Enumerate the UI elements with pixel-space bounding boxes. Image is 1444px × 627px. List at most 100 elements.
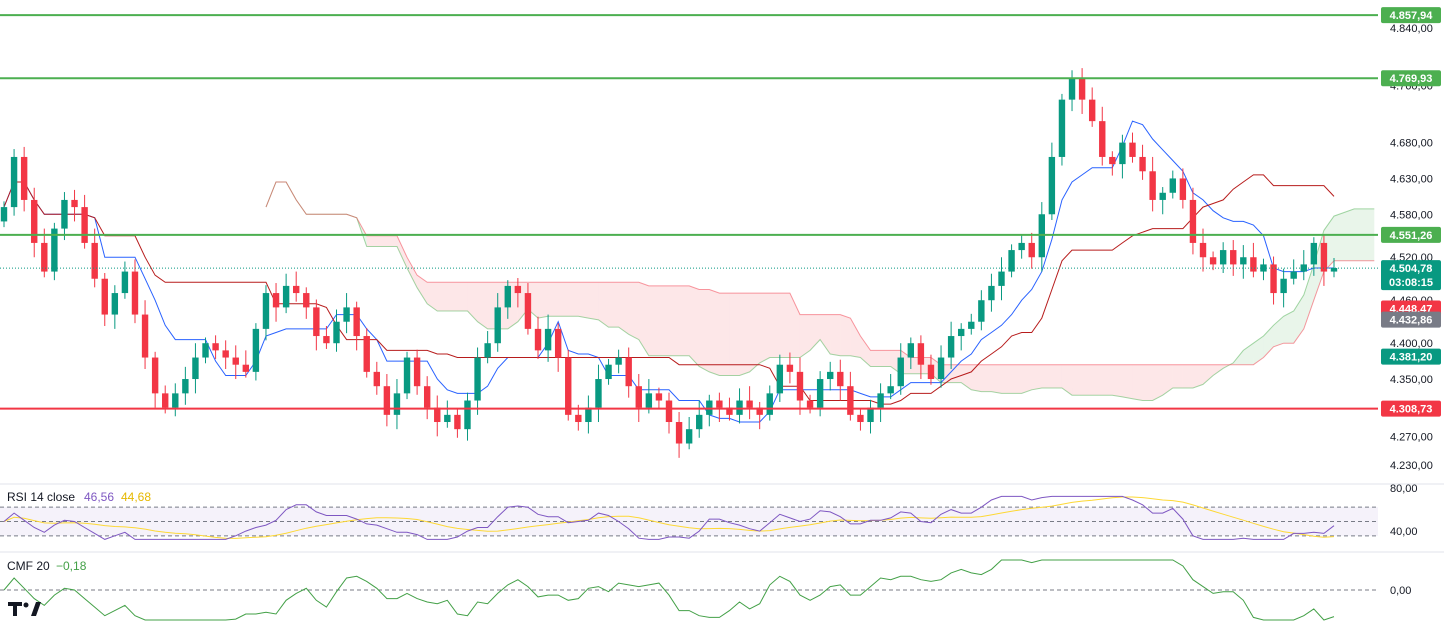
candle-body <box>1240 257 1247 265</box>
candle-body <box>434 407 441 423</box>
candle-body <box>1149 171 1156 200</box>
cloud-segment <box>810 314 821 351</box>
cloud-segment <box>1303 264 1314 329</box>
cmf-pane[interactable]: CMF 20 −0,18 0,00 <box>0 551 1444 621</box>
cloud-segment <box>1334 212 1345 261</box>
candle-body <box>827 371 834 380</box>
cloud-segment <box>618 282 629 335</box>
candle-body <box>685 429 693 444</box>
candle-body <box>373 371 381 387</box>
candle-body <box>504 285 511 308</box>
candle-body <box>51 228 58 272</box>
candle-body <box>444 414 451 423</box>
candle-body <box>413 357 421 387</box>
cloud-segment <box>1051 364 1062 388</box>
price-tick-label: 4.350,00 <box>1390 374 1433 386</box>
cloud-segment <box>417 275 428 304</box>
cloud-segment <box>558 282 569 317</box>
cloud-segment <box>628 282 639 340</box>
cloud-segment <box>1162 364 1173 396</box>
rsi-pane[interactable]: RSI 14 close 46,56 44,68 80,00 40,00 <box>0 483 1444 540</box>
candle-body <box>151 357 159 394</box>
candle-body <box>292 285 300 294</box>
countdown-label: 03:08:15 <box>1389 277 1433 289</box>
candle-body <box>232 357 239 365</box>
candles <box>0 68 1338 458</box>
candle-body <box>877 393 884 408</box>
cloud-segment <box>568 282 579 317</box>
rsi-ma-value: 44,68 <box>121 490 151 504</box>
cloud-segment <box>1263 325 1274 358</box>
cloud-segment <box>981 364 992 392</box>
candle-body <box>494 307 501 344</box>
candle-body <box>534 328 542 351</box>
tradingview-logo-icon[interactable] <box>8 600 42 618</box>
candle-body <box>0 207 8 222</box>
cloud-segment <box>366 235 377 247</box>
candle-body <box>816 379 824 408</box>
candle-body <box>1219 250 1227 265</box>
candle-body <box>222 350 229 358</box>
candle-body <box>837 371 844 387</box>
candle-body <box>303 293 310 308</box>
candle-body <box>937 357 945 380</box>
cloud-segment <box>1273 316 1284 347</box>
candle-body <box>1028 242 1035 258</box>
rsi-tick-label: 80,00 <box>1390 483 1418 495</box>
candle-body <box>1300 264 1307 272</box>
candle-body <box>907 343 915 358</box>
cmf-line <box>3 559 1335 621</box>
price-tick-label: 4.840,00 <box>1390 23 1433 35</box>
cloud-segment <box>578 282 589 319</box>
rsi-value: 46,56 <box>84 490 114 504</box>
candle-body <box>474 357 481 401</box>
cloud-segment <box>638 282 649 356</box>
cloud-segment <box>407 257 418 288</box>
price-tag <box>1381 260 1441 291</box>
price-tag-label: 4.432,86 <box>1390 315 1433 327</box>
candle-body <box>514 285 522 294</box>
candle-body <box>625 357 632 387</box>
cloud-segment <box>1112 364 1123 397</box>
cloud-segment <box>608 282 619 328</box>
cloud-segment <box>830 314 841 356</box>
price-tag <box>1381 311 1441 328</box>
candle-body <box>31 199 38 243</box>
cloud-segment <box>870 350 881 367</box>
cloud-segment <box>1021 364 1032 394</box>
cloud-segment <box>799 314 811 358</box>
candle-body <box>544 328 552 351</box>
price-tick-label: 4.680,00 <box>1390 138 1433 150</box>
candle-body <box>313 307 320 337</box>
candle-body <box>393 393 401 415</box>
cloud-segment <box>1152 364 1163 401</box>
candle-body <box>887 386 894 394</box>
cloud-segment <box>1122 364 1133 399</box>
candle-body <box>1179 178 1187 200</box>
cloud-segment <box>1041 364 1052 388</box>
horizontal-levels[interactable] <box>0 14 1378 410</box>
cloud-segment <box>447 282 458 311</box>
price-tick-label: 4.230,00 <box>1390 460 1433 472</box>
candle-body <box>988 285 995 301</box>
candle-body <box>91 242 98 279</box>
candle-body <box>1088 99 1096 122</box>
candle-body <box>1290 271 1297 279</box>
level-tag-label: 4.769,93 <box>1390 73 1433 85</box>
candle-body <box>978 300 985 322</box>
candle-body <box>1058 99 1066 157</box>
candle-body <box>746 400 753 408</box>
candle-body <box>343 307 350 322</box>
candle-body <box>1230 250 1237 265</box>
candle-body <box>847 386 854 415</box>
candle-body <box>403 357 411 394</box>
candle-body <box>957 328 965 337</box>
candle-body <box>121 271 129 294</box>
level-tag-label: 4.857,94 <box>1390 10 1434 22</box>
cloud-segment <box>709 289 720 376</box>
cloud-segment <box>1132 364 1143 401</box>
cloud-segment <box>538 282 549 319</box>
cloud-segment <box>598 282 609 328</box>
cloud-segment <box>386 235 397 247</box>
